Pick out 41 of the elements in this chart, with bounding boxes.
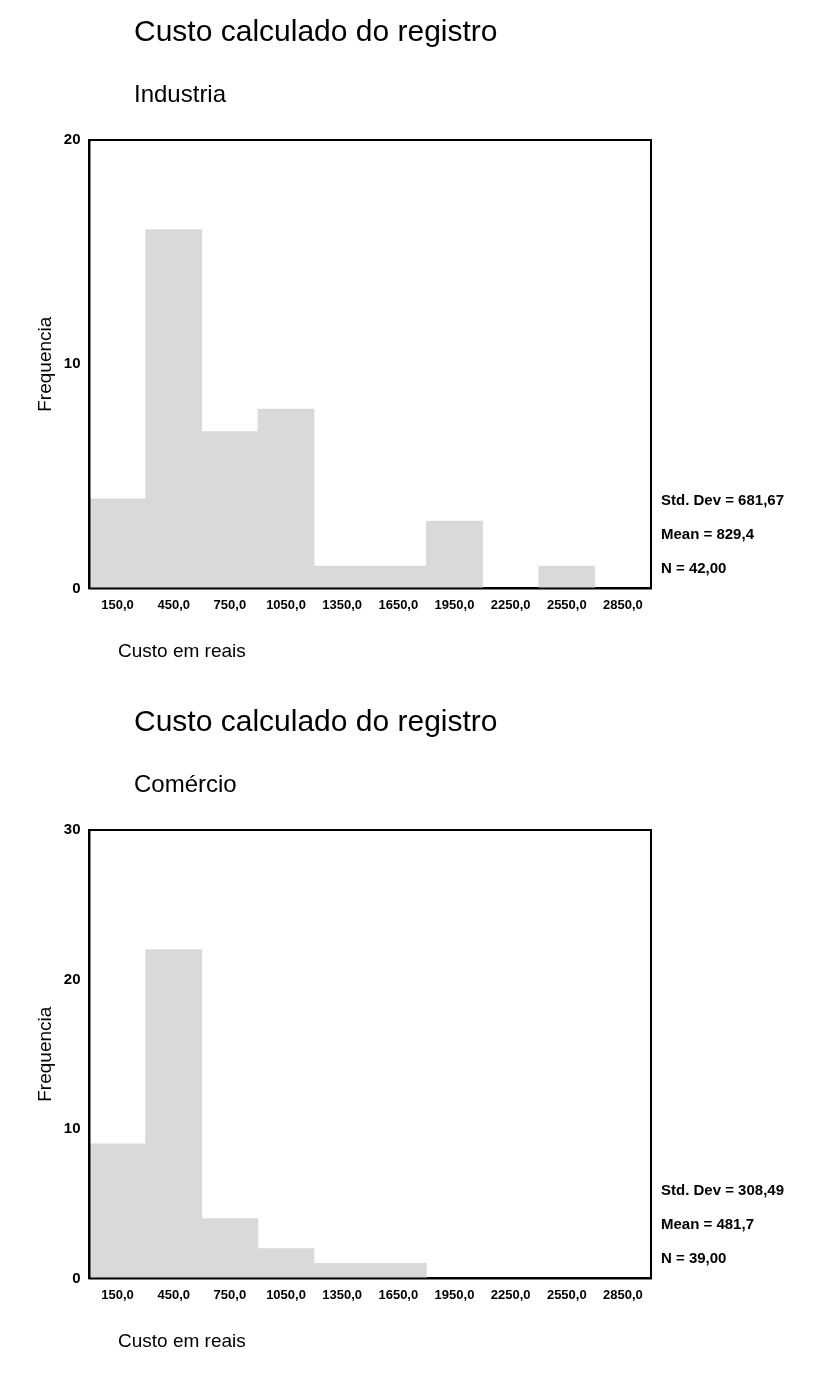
x-tick-label: 2550,0 xyxy=(546,1286,587,1302)
x-tick-label: 450,0 xyxy=(157,596,190,612)
x-tick-label: 2850,0 xyxy=(603,596,643,612)
x-tick-label: 150,0 xyxy=(101,1286,134,1302)
x-tick-label: 750,0 xyxy=(213,1286,247,1302)
y-tick-label: 30 xyxy=(63,820,81,838)
x-axis-title: Custo em reais xyxy=(118,1330,246,1352)
text: N = 42,00 xyxy=(661,558,727,576)
text: Mean = 481,7 xyxy=(661,1214,754,1232)
chart-title: Custo calculado do registro xyxy=(134,704,498,738)
x-tick-label: 1350,0 xyxy=(322,596,363,612)
text: N = 39,00 xyxy=(661,1248,727,1266)
x-tick-label: 2250,0 xyxy=(490,596,531,612)
x-tick-label: 1950,0 xyxy=(434,1286,475,1302)
y-tick-label: 0 xyxy=(72,1268,81,1286)
y-tick-label: 20 xyxy=(63,130,81,148)
y-tick-label: 0 xyxy=(72,578,81,596)
x-tick-label: 1050,0 xyxy=(266,1286,306,1302)
x-tick-label: 450,0 xyxy=(157,1286,190,1302)
x-tick-label: 2550,0 xyxy=(546,596,587,612)
x-tick-label: 1650,0 xyxy=(378,1286,419,1302)
text: Std. Dev = 308,49 xyxy=(661,1180,784,1198)
y-tick-label: 20 xyxy=(63,969,81,987)
text: Mean = 829,4 xyxy=(661,524,755,542)
x-tick-label: 1050,0 xyxy=(266,596,306,612)
text: Std. Dev = 681,67 xyxy=(661,490,784,508)
x-tick-label: 1350,0 xyxy=(322,1286,363,1302)
chart-subtitle: Industria xyxy=(134,80,227,108)
x-tick-label: 2250,0 xyxy=(490,1286,531,1302)
x-tick-label: 150,0 xyxy=(101,596,134,612)
y-tick-label: 10 xyxy=(63,1119,81,1137)
chart-title: Custo calculado do registro xyxy=(134,14,498,48)
x-tick-label: 750,0 xyxy=(213,596,247,612)
y-axis-title: Frequencia xyxy=(33,316,55,412)
x-tick-label: 1950,0 xyxy=(434,596,475,612)
x-tick-label: 2850,0 xyxy=(603,1286,643,1302)
chart-subtitle: Comércio xyxy=(134,770,237,798)
x-tick-label: 1650,0 xyxy=(378,596,419,612)
y-tick-label: 10 xyxy=(63,354,81,372)
x-axis-title: Custo em reais xyxy=(118,640,246,662)
y-axis-title: Frequencia xyxy=(33,1006,55,1102)
